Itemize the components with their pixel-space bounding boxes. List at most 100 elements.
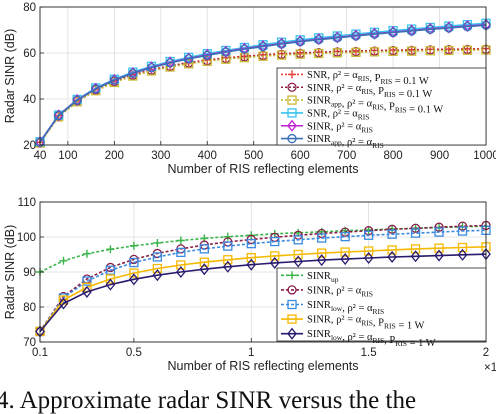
data-point [462,21,473,32]
x-tick-label: 400 [198,150,217,162]
data-point [105,265,116,275]
y-tick-label: 40 [23,94,36,106]
legend-marker [287,327,297,340]
y-tick-label: 90 [23,267,36,279]
legend-box [276,267,487,342]
y-axis-label: Radar SINR (dB) [3,225,17,319]
data-point [105,278,116,291]
data-point [457,248,468,261]
data-point [340,231,350,242]
data-point [363,251,374,265]
data-point [221,54,231,64]
data-point [276,39,287,49]
data-point [221,47,231,57]
data-point [153,238,162,247]
data-point [184,59,194,69]
data-point [106,245,115,254]
data-point [176,265,186,279]
legend-entry: SINR, ρ² = αRIS [307,121,373,134]
data-point [293,235,303,245]
data-point [270,236,280,247]
data-point [152,252,163,262]
data-point [128,66,138,80]
data-point [363,230,374,240]
data-point [444,23,454,33]
x-tick-label: 500 [244,150,263,162]
data-point [105,274,116,284]
data-point [82,249,91,258]
data-point [295,49,305,59]
data-point [434,222,444,232]
data-point [146,63,157,73]
data-point [129,268,139,278]
data-point [410,250,421,263]
series-line [39,49,487,144]
y-tick-label: 80 [23,302,36,314]
legend-marker [288,70,296,79]
data-point [387,229,397,239]
data-point [72,95,82,105]
data-point [246,252,256,263]
data-point [128,68,138,78]
data-point [58,297,69,310]
data-point [425,24,435,34]
x-tick-label: 0.1 [32,347,48,359]
data-point [183,52,194,65]
data-point [129,241,138,250]
data-point [199,257,209,267]
data-point [314,48,324,59]
data-point [363,246,374,256]
legend-marker [287,95,297,105]
data-point [246,238,256,249]
top-chart: 40 100 200 300 400 500 600 700 800 900 10002040608… [3,2,496,176]
y-tick-label: 100 [17,232,36,244]
data-point [410,228,421,238]
data-point [109,73,120,86]
legend-entry: SINR, ρ² = αRIS, PRIS = 1 W [307,315,425,332]
legend-marker [287,82,297,92]
data-point [351,47,361,57]
data-point [316,254,327,267]
data-point [269,256,280,269]
data-point [129,273,139,286]
data-point [223,255,233,265]
series-line [39,24,487,143]
figure-caption: 4. Approximate radar SINR versus the the [0,387,416,414]
data-point [387,224,397,234]
y-tick-label: 110 [18,197,36,209]
data-point [425,46,435,56]
data-point [457,242,468,253]
x-axis-label: Number of RIS reflecting elements [167,359,358,373]
data-point [152,263,163,274]
data-point [295,37,305,47]
data-point [317,233,327,243]
data-point [199,244,209,254]
x-axis-multiplier: ×10⁴ [484,362,496,374]
data-point [223,232,232,241]
legend-entry: SINR, ρ² = αRIS, PRIS = 0.1 W [307,83,432,100]
x-tick-label: 600 [291,150,310,162]
data-point [407,46,417,56]
data-point [223,241,233,251]
data-point [407,26,417,36]
data-point [434,249,444,262]
data-point [434,227,444,237]
data-point [59,256,68,265]
data-point [199,263,210,276]
data-point [222,260,233,273]
data-point [410,223,421,233]
legend-marker [287,285,297,295]
data-point [165,58,175,68]
data-point [388,46,398,57]
data-point [340,253,350,266]
data-point [444,45,454,56]
data-point [457,226,468,236]
data-point [293,249,303,260]
legend-entry: SINRup [307,271,339,284]
x-tick-label: 40 [34,150,47,162]
data-point [314,35,324,45]
legend-entry: SINRapp, ρ² = αRIS, PRIS = 0.1 W [307,96,443,116]
legend-marker [287,133,297,144]
data-point [176,247,186,258]
